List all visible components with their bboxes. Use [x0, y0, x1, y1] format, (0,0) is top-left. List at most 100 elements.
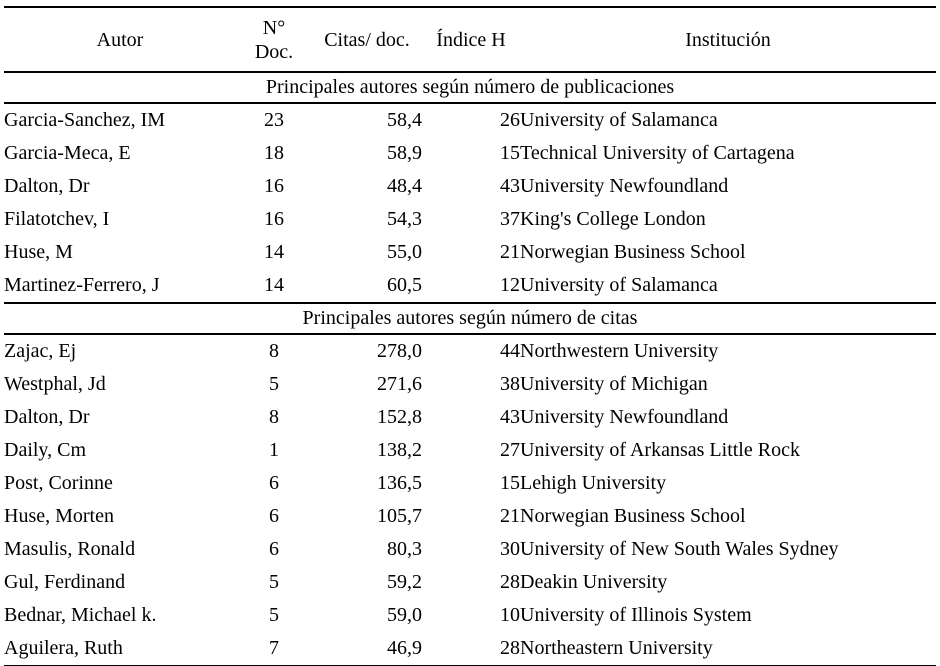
indice-h-cell: 43 [500, 406, 520, 428]
citas-doc-cell: 138,2 [377, 439, 422, 461]
table-row: Dalton, Dr 16 48,4 43 University Newfoundlan… [4, 170, 936, 203]
institution-cell: King's College London [520, 208, 706, 230]
citas-doc-cell: 105,7 [377, 505, 422, 527]
citas-doc-cell: 58,4 [387, 109, 422, 131]
author-cell: Garcia-Meca, E [4, 142, 131, 164]
table-row: Dalton, Dr 8 152,8 43 University Newfoundlan… [4, 401, 936, 434]
citas-doc-cell: 271,6 [377, 373, 422, 395]
citas-doc-cell: 48,4 [387, 175, 422, 197]
table-row: Westphal, Jd 5 271,6 38 University of Michig… [4, 368, 936, 401]
citas-doc-cell: 55,0 [387, 241, 422, 263]
institution-cell: University of Illinois System [520, 604, 752, 626]
author-cell: Martinez-Ferrero, J [4, 274, 160, 296]
table-body: Principales autores según número de publ… [4, 71, 936, 666]
table-row: Bednar, Michael k. 5 59,0 10 University of I… [4, 599, 936, 632]
institution-cell: University of New South Wales Sydney [520, 538, 839, 560]
indice-h-cell: 21 [500, 241, 520, 263]
table-row: Gul, Ferdinand 5 59,2 28 Deakin University [4, 566, 936, 599]
institution-cell: Northwestern University [520, 340, 719, 362]
institution-cell: Northeastern University [520, 637, 713, 659]
n-doc-cell: 14 [264, 241, 284, 263]
table-row: Daily, Cm 1 138,2 27 University of Arkansas … [4, 434, 936, 467]
author-cell: Filatotchev, I [4, 208, 110, 230]
indice-h-cell: 15 [500, 472, 520, 494]
citas-doc-cell: 58,9 [387, 142, 422, 164]
institution-cell: Lehigh University [520, 472, 667, 494]
indice-h-cell: 30 [500, 538, 520, 560]
institution-cell: University Newfoundland [520, 406, 729, 428]
author-cell: Dalton, Dr [4, 175, 90, 197]
table-row: Filatotchev, I 16 54,3 37 King's College Lon… [4, 203, 936, 236]
n-doc-cell: 8 [269, 406, 279, 428]
institution-cell: Norwegian Business School [520, 241, 746, 263]
author-cell: Huse, M [4, 241, 73, 263]
author-cell: Westphal, Jd [4, 373, 106, 395]
col-header-institucion: Institución [520, 7, 936, 73]
n-doc-cell: 6 [269, 505, 279, 527]
indice-h-cell: 26 [500, 109, 520, 131]
institution-cell: University of Salamanca [520, 109, 718, 131]
indice-h-cell: 43 [500, 175, 520, 197]
n-doc-cell: 18 [264, 142, 284, 164]
institution-cell: Norwegian Business School [520, 505, 746, 527]
col-header-n-doc-line2: Doc. [254, 40, 294, 63]
citas-doc-cell: 278,0 [377, 340, 422, 362]
author-cell: Bednar, Michael k. [4, 604, 157, 626]
table-row: Huse, Morten 6 105,7 21 Norwegian Business S… [4, 500, 936, 533]
col-header-indice-h: Índice H [422, 7, 520, 73]
indice-h-cell: 28 [500, 637, 520, 659]
section-title: Principales autores según número de publ… [4, 71, 936, 104]
indice-h-cell: 15 [500, 142, 520, 164]
institution-cell: University of Arkansas Little Rock [520, 439, 800, 461]
indice-h-cell: 10 [500, 604, 520, 626]
table-row: Zajac, Ej 8 278,0 44 Northwestern University [4, 334, 936, 368]
n-doc-cell: 23 [264, 109, 284, 131]
n-doc-cell: 8 [269, 340, 279, 362]
institution-cell: Technical University of Cartagena [520, 142, 795, 164]
n-doc-cell: 1 [269, 439, 279, 461]
authors-table: Autor N° Doc. Citas/ doc. Índice H Insti… [4, 6, 936, 666]
citas-doc-cell: 46,9 [387, 637, 422, 659]
section-header-row: Principales autores según número de cita… [4, 302, 936, 335]
section-title: Principales autores según número de cita… [4, 302, 936, 335]
table-row: Aguilera, Ruth 7 46,9 28 Northeastern Univer… [4, 632, 936, 666]
indice-h-cell: 27 [500, 439, 520, 461]
indice-h-cell: 44 [500, 340, 520, 362]
n-doc-cell: 6 [269, 472, 279, 494]
table-header: Autor N° Doc. Citas/ doc. Índice H Insti… [4, 7, 936, 73]
author-cell: Gul, Ferdinand [4, 571, 126, 593]
table-row: Garcia-Sanchez, IM 23 58,4 26 University of … [4, 103, 936, 137]
n-doc-cell: 14 [264, 274, 284, 296]
author-cell: Zajac, Ej [4, 340, 77, 362]
n-doc-cell: 6 [269, 538, 279, 560]
citas-doc-cell: 60,5 [387, 274, 422, 296]
table-row: Martinez-Ferrero, J 14 60,5 12 University of… [4, 269, 936, 303]
indice-h-cell: 28 [500, 571, 520, 593]
author-cell: Masulis, Ronald [4, 538, 136, 560]
n-doc-cell: 5 [269, 571, 279, 593]
column-header-row: Autor N° Doc. Citas/ doc. Índice H Insti… [4, 7, 936, 73]
citas-doc-cell: 80,3 [387, 538, 422, 560]
col-header-citas-doc: Citas/ doc. [312, 7, 422, 73]
col-header-n-doc: N° Doc. [236, 7, 312, 73]
col-header-autor: Autor [4, 7, 236, 73]
citas-doc-cell: 59,2 [387, 571, 422, 593]
author-cell: Garcia-Sanchez, IM [4, 109, 166, 131]
institution-cell: Deakin University [520, 571, 668, 593]
author-cell: Daily, Cm [4, 439, 87, 461]
table-row: Masulis, Ronald 6 80,3 30 University of New … [4, 533, 936, 566]
table-row: Post, Corinne 6 136,5 15 Lehigh University [4, 467, 936, 500]
table-row: Huse, M 14 55,0 21 Norwegian Business School [4, 236, 936, 269]
citas-doc-cell: 59,0 [387, 604, 422, 626]
n-doc-cell: 5 [269, 604, 279, 626]
citas-doc-cell: 54,3 [387, 208, 422, 230]
institution-cell: University of Michigan [520, 373, 708, 395]
n-doc-cell: 7 [269, 637, 279, 659]
section-header-row: Principales autores según número de publ… [4, 71, 936, 104]
n-doc-cell: 16 [264, 175, 284, 197]
col-header-n-doc-line1: N° [262, 16, 286, 39]
institution-cell: University of Salamanca [520, 274, 718, 296]
n-doc-cell: 5 [269, 373, 279, 395]
author-cell: Post, Corinne [4, 472, 113, 494]
